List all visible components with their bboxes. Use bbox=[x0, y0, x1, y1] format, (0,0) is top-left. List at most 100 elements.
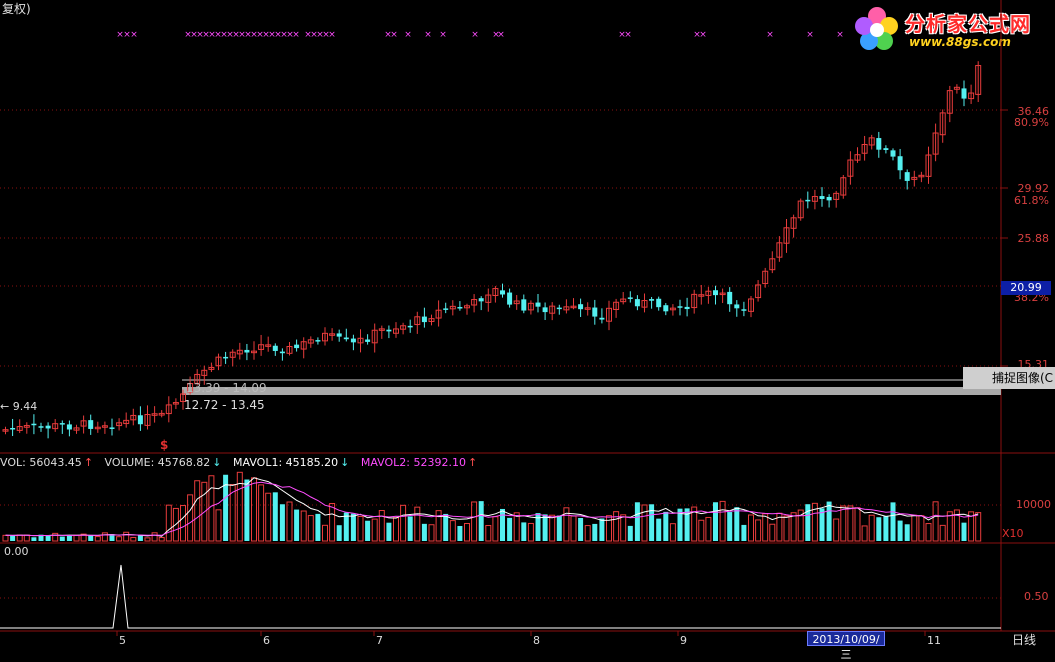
signal-x-marker: × bbox=[624, 30, 632, 40]
candle-body bbox=[365, 339, 371, 342]
signal-x-marker: × bbox=[196, 30, 204, 40]
volume-bar bbox=[478, 501, 484, 541]
candle-body bbox=[691, 293, 698, 309]
volume-bar bbox=[144, 537, 151, 542]
volume-bar bbox=[172, 507, 179, 542]
volume-bar bbox=[236, 471, 243, 542]
volume-bar bbox=[861, 525, 868, 542]
signal-x-marker: × bbox=[244, 30, 252, 40]
candle-body bbox=[656, 298, 662, 308]
candle-body bbox=[457, 307, 463, 309]
candle-body bbox=[350, 338, 356, 343]
volume-bar bbox=[656, 518, 662, 541]
candle-body bbox=[464, 305, 470, 309]
selection-band bbox=[182, 387, 1001, 395]
volume-bar bbox=[698, 519, 705, 542]
volume-bar bbox=[649, 504, 655, 541]
price-axis-label: 36.46 bbox=[1018, 105, 1050, 118]
candle-body bbox=[407, 325, 413, 328]
volume-bar bbox=[286, 501, 293, 542]
signal-x-marker: × bbox=[316, 30, 324, 40]
candle-body bbox=[215, 356, 222, 367]
signal-x-marker: × bbox=[439, 30, 447, 40]
signal-x-marker: × bbox=[693, 30, 701, 40]
candle-body bbox=[31, 423, 37, 426]
candle-body bbox=[265, 344, 272, 347]
candle-body bbox=[918, 174, 925, 178]
mavol1-value: MAVOL1: 45185.20 bbox=[233, 456, 339, 469]
volume-bar bbox=[741, 524, 747, 541]
price-axis-label: 61.8% bbox=[1014, 194, 1049, 207]
period-selector[interactable]: 日线 bbox=[1012, 633, 1037, 647]
volume-bar bbox=[151, 532, 158, 542]
volume-bar bbox=[762, 513, 769, 542]
volume-bar bbox=[705, 516, 712, 542]
capture-image-button[interactable]: 捕捉图像(C bbox=[963, 367, 1055, 389]
candle-body bbox=[527, 302, 534, 311]
candle-body bbox=[755, 284, 762, 299]
volume-bar bbox=[130, 536, 137, 542]
volume-bar bbox=[471, 501, 478, 542]
signal-x-marker: × bbox=[226, 30, 234, 40]
candle-body bbox=[698, 294, 705, 297]
candle-body bbox=[88, 420, 94, 429]
candle-body bbox=[471, 299, 478, 306]
candle-body bbox=[563, 306, 570, 311]
candle-body bbox=[137, 415, 143, 425]
candle-body bbox=[279, 351, 285, 354]
volume-bar bbox=[634, 502, 640, 541]
range-label-upper: 13.39 - 14.09 bbox=[186, 381, 267, 395]
candle-body bbox=[719, 292, 726, 296]
volume-bar bbox=[45, 535, 51, 541]
volume-bar bbox=[556, 515, 562, 541]
indicator-axis-label: 0.50 bbox=[1024, 590, 1049, 603]
stock-chart[interactable]: × × × ××××××××××××××××××× ××××× ×× × × × × ×× ×× ×× ×… bbox=[0, 0, 1055, 647]
candle-body bbox=[939, 112, 946, 136]
volume-bar bbox=[371, 518, 378, 542]
signal-x-marker: × bbox=[214, 30, 222, 40]
vol-value: VOL: 56043.45 bbox=[0, 456, 82, 469]
volume-bar bbox=[449, 520, 456, 542]
volume-bar bbox=[911, 514, 918, 542]
volume-bar bbox=[357, 515, 364, 542]
volume-bar bbox=[946, 511, 953, 542]
candle-body bbox=[428, 318, 435, 322]
mavol2-value: MAVOL2: 52392.10 bbox=[360, 456, 466, 469]
volume-bar bbox=[386, 522, 392, 541]
volume-bar bbox=[443, 513, 449, 541]
volume-bar bbox=[684, 508, 690, 541]
volume-bar bbox=[868, 514, 875, 542]
volume-bar bbox=[975, 512, 982, 542]
signal-x-marker: × bbox=[618, 30, 626, 40]
signal-x-marker: × bbox=[404, 30, 412, 40]
volume-bar bbox=[116, 536, 123, 542]
candle-body bbox=[663, 305, 669, 312]
signal-x-marker: × bbox=[208, 30, 216, 40]
candle-body bbox=[783, 227, 790, 244]
buy-signal-marker: $ bbox=[160, 438, 169, 452]
volume-bar bbox=[407, 516, 413, 541]
volume-bar bbox=[826, 501, 832, 541]
volume-bar bbox=[918, 515, 925, 542]
volume-bar bbox=[66, 535, 72, 541]
volume-bar bbox=[819, 508, 825, 541]
signal-x-marker: × bbox=[262, 30, 270, 40]
volume-bar bbox=[187, 494, 194, 542]
signal-x-marker: × bbox=[116, 30, 124, 40]
volume-bar bbox=[890, 502, 896, 541]
volume-bar bbox=[329, 502, 336, 542]
candle-body bbox=[592, 307, 598, 317]
volume-bar bbox=[73, 534, 80, 542]
candle-body bbox=[251, 350, 257, 354]
candle-body bbox=[713, 290, 718, 296]
candlesticks bbox=[2, 61, 982, 439]
candle-body bbox=[435, 309, 442, 319]
candle-body bbox=[59, 423, 65, 425]
volume-bar bbox=[59, 536, 65, 541]
candle-body bbox=[10, 427, 16, 430]
candle-body bbox=[16, 426, 23, 431]
candle-body bbox=[123, 419, 130, 425]
volume-bar bbox=[457, 525, 463, 541]
volume-bar bbox=[669, 523, 676, 542]
